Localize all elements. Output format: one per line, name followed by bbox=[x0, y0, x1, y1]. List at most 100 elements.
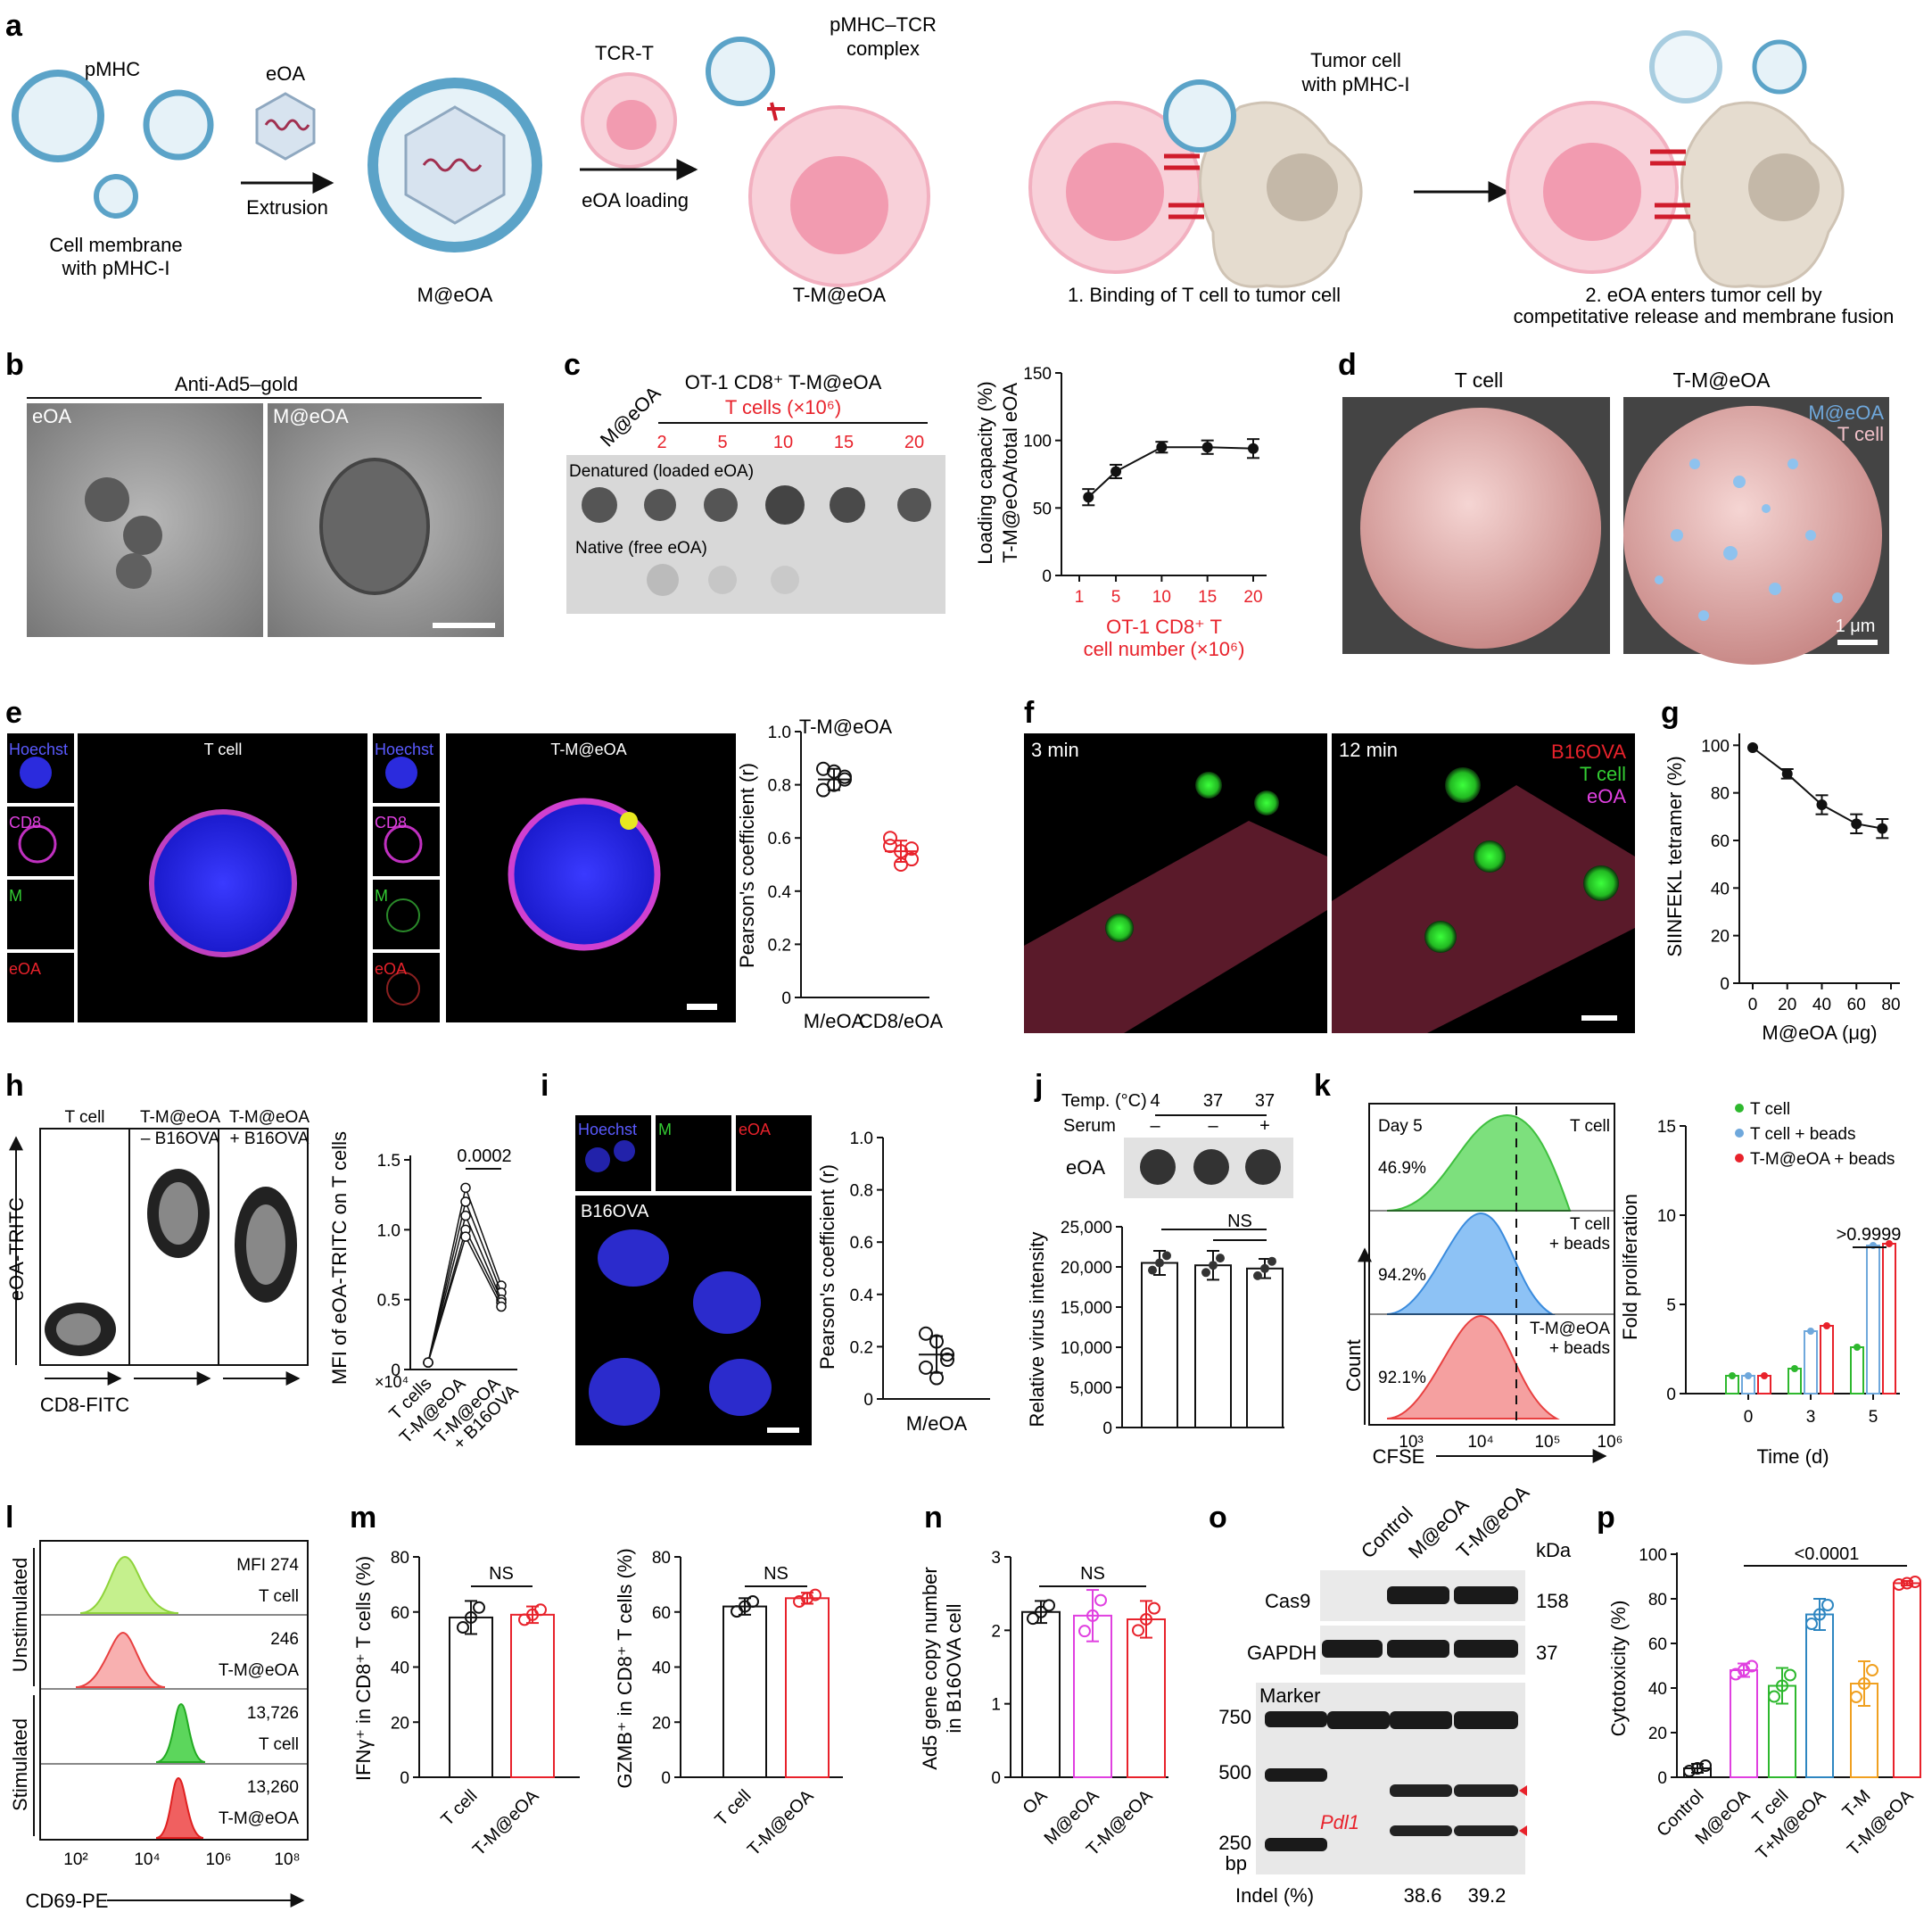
dot-blot-image bbox=[566, 455, 945, 614]
h-col3-1: T-M@eOA bbox=[229, 1108, 310, 1127]
o-indel-label: Indel (%) bbox=[1235, 1884, 1314, 1907]
o-cas9-kda: 158 bbox=[1536, 1590, 1569, 1612]
p-pvalue: <0.0001 bbox=[1795, 1544, 1860, 1564]
c-ylabel-2: T-M@eOA/total eOA bbox=[999, 383, 1021, 563]
x-tick-label: 0 bbox=[1744, 1408, 1754, 1427]
f-legend-b16ova: B16OVA bbox=[1551, 741, 1626, 763]
d-title-2: T-M@eOA bbox=[1673, 368, 1771, 392]
k-xtick-1: 10³ bbox=[1399, 1433, 1423, 1452]
data-point bbox=[496, 1301, 507, 1312]
panel-j: j Temp. (°C) 4 37 37 Serum – – + eOA 0 5,… bbox=[1026, 1069, 1293, 1438]
j-serum-label: Serum bbox=[1063, 1116, 1116, 1136]
bar bbox=[1730, 1669, 1758, 1778]
dose-4: 15 bbox=[834, 433, 854, 452]
k-xtick-4: 10⁶ bbox=[1598, 1433, 1623, 1452]
c-tcells: T cells (×10⁶) bbox=[725, 396, 841, 418]
l-hist-4 bbox=[155, 1776, 204, 1839]
i-main-label: B16OVA bbox=[581, 1202, 649, 1221]
e-ch-eoa-1: eOA bbox=[9, 960, 41, 978]
data-point bbox=[904, 841, 919, 857]
e-channels-2: Hoechst CD8 M eOA bbox=[373, 733, 440, 1022]
y-tick-label: 0 bbox=[781, 989, 791, 1008]
y-tick-label: 5,000 bbox=[1069, 1379, 1112, 1398]
legend-label: T cell bbox=[1750, 1100, 1790, 1119]
data-point bbox=[1909, 1576, 1921, 1588]
x-category-label: T cell bbox=[437, 1786, 481, 1830]
data-point bbox=[1745, 1372, 1752, 1379]
data-point bbox=[1854, 1344, 1861, 1351]
h-ylabel: eOA-TRITC bbox=[5, 1197, 28, 1301]
y-tick-label: 50 bbox=[1033, 500, 1052, 518]
d-scale-label: 1 μm bbox=[1836, 617, 1876, 636]
y-tick-label: 20 bbox=[1711, 928, 1730, 947]
i-ch-hoechst: Hoechst bbox=[578, 1121, 637, 1138]
o-cas9-label: Cas9 bbox=[1265, 1590, 1310, 1612]
data-point bbox=[534, 1603, 547, 1617]
c-ylabel-1: Loading capacity (%) bbox=[974, 381, 996, 564]
l-hist-frame bbox=[39, 1540, 309, 1841]
data-point bbox=[747, 1595, 759, 1609]
o-bp-250: 250 bbox=[1218, 1832, 1251, 1854]
y-tick-label: 0 bbox=[863, 1391, 873, 1410]
data-point bbox=[1140, 1612, 1152, 1626]
y-tick-label: 10,000 bbox=[1061, 1339, 1112, 1358]
o-marker: Marker bbox=[1259, 1684, 1320, 1707]
y-tick-label: 0 bbox=[1666, 1386, 1676, 1404]
k-ylabel: Count bbox=[1342, 1339, 1365, 1392]
y-tick-label: 0 bbox=[391, 1361, 400, 1380]
x-tick-label: 10 bbox=[1152, 588, 1171, 607]
o-indel-1: 38.6 bbox=[1404, 1884, 1442, 1907]
y-tick-label: 40 bbox=[1711, 880, 1730, 898]
y-tick-label: 0.6 bbox=[850, 1234, 873, 1253]
bar bbox=[1021, 1610, 1061, 1778]
tem-label-eoa: eOA bbox=[32, 405, 71, 427]
bar bbox=[1882, 1243, 1896, 1394]
k-hist-label-2b: + beads bbox=[1549, 1235, 1610, 1254]
o-indel-2: 39.2 bbox=[1468, 1884, 1507, 1907]
d-legend-t-cell: T cell bbox=[1837, 423, 1884, 445]
j-temp-3: 37 bbox=[1255, 1091, 1275, 1111]
dose-2: 5 bbox=[717, 433, 727, 452]
l-hist-2 bbox=[75, 1631, 166, 1688]
dose-1: 2 bbox=[656, 433, 666, 452]
legend-label: T cell + beads bbox=[1750, 1125, 1855, 1144]
data-point bbox=[801, 1592, 813, 1605]
h-xlabel: CD8-FITC bbox=[40, 1394, 129, 1416]
k-chart-ylabel: Fold proliferation bbox=[1619, 1194, 1641, 1340]
i-ch-eoa-image bbox=[736, 1115, 812, 1191]
y-tick-label: 80 bbox=[1648, 1591, 1667, 1610]
bar bbox=[510, 1613, 555, 1779]
y-tick-label: 40 bbox=[652, 1659, 671, 1678]
n-ylabel-1: Ad5 gene copy number bbox=[919, 1567, 941, 1770]
series-line bbox=[1752, 747, 1883, 830]
data-point bbox=[1148, 1265, 1157, 1275]
data-point bbox=[460, 1210, 471, 1221]
panel-a: a pMHC Cell membrane with pMHC-I eOA Ext… bbox=[5, 9, 1894, 327]
panel-b-header: Anti-Ad5–gold bbox=[175, 373, 298, 395]
data-point bbox=[1110, 466, 1122, 477]
panel-k-letter: k bbox=[1314, 1069, 1331, 1103]
y-tick-label: 15 bbox=[1657, 1118, 1676, 1137]
k-hist-label-1: T cell bbox=[1570, 1117, 1610, 1136]
d-legend-m-eoa: M@eOA bbox=[1808, 401, 1884, 424]
step2-label-1: 2. eOA enters tumor cell by bbox=[1585, 284, 1821, 306]
chart-h: 0 0.5 1.0 1.5 MFI of eOA-TRITC on T cells ×… bbox=[328, 1131, 523, 1454]
x-tick-label: 80 bbox=[1881, 996, 1900, 1014]
k-pct-3: 92.1% bbox=[1378, 1369, 1426, 1387]
panel-c-letter: c bbox=[564, 348, 581, 382]
bar bbox=[1804, 1330, 1818, 1394]
y-tick-label: 60 bbox=[652, 1604, 671, 1623]
x-category-label: T-M bbox=[1839, 1786, 1875, 1822]
h-multiplier: ×10⁴ bbox=[375, 1373, 409, 1391]
panel-l: l MFI 274 T cell 246 T-M@eOA 13,726 T ce… bbox=[5, 1501, 309, 1912]
data-point bbox=[940, 1353, 954, 1368]
cell-membrane-label-1: Cell membrane bbox=[49, 234, 182, 256]
panel-a-letter: a bbox=[5, 9, 23, 43]
y-tick-label: 80 bbox=[652, 1549, 671, 1568]
data-point bbox=[1901, 1577, 1913, 1590]
x-category-label: T cell bbox=[711, 1786, 755, 1830]
